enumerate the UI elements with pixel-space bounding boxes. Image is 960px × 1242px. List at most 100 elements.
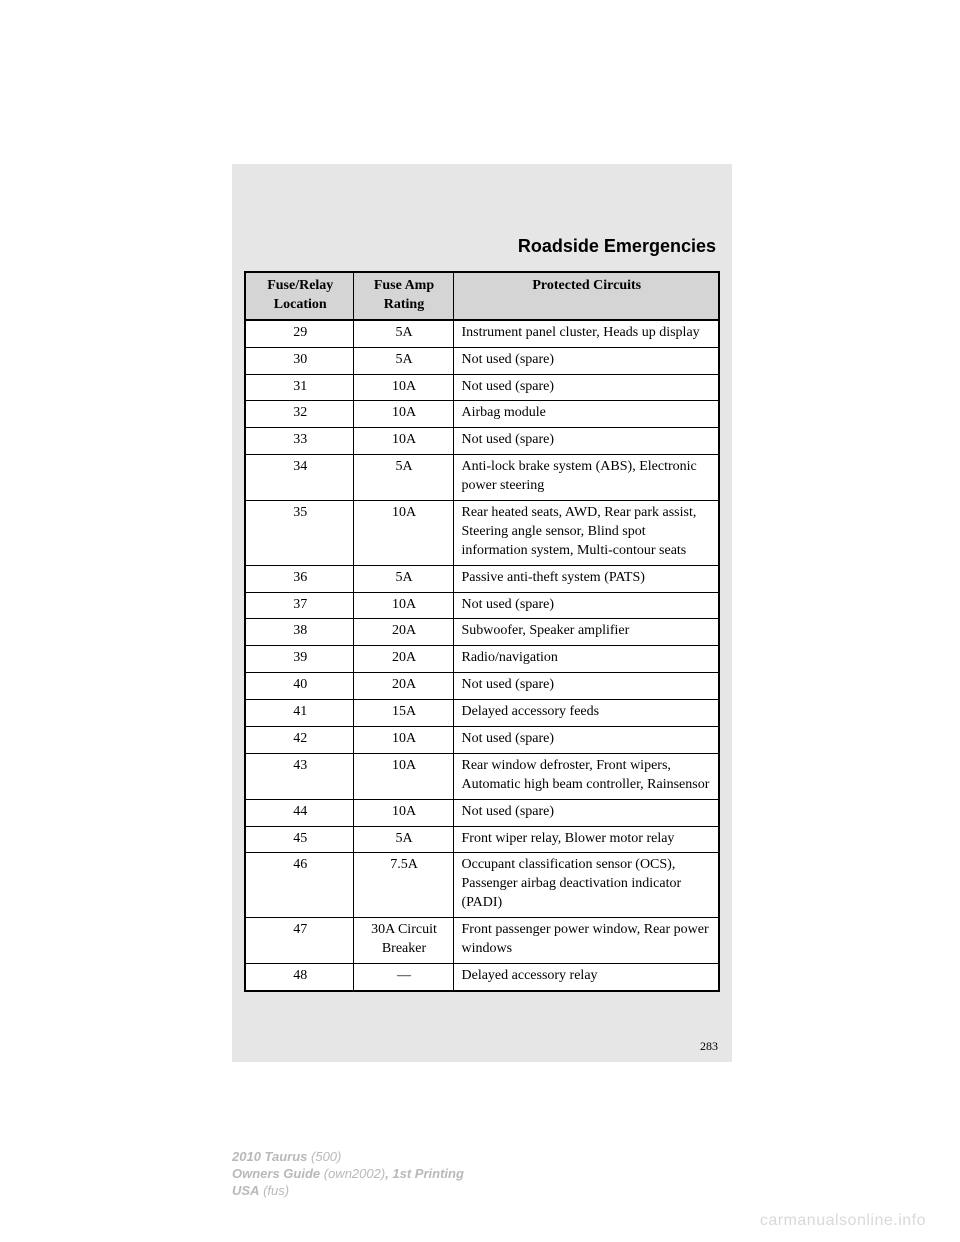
table-row: 295AInstrument panel cluster, Heads up d…: [245, 320, 719, 347]
cell-circuits: Not used (spare): [453, 374, 719, 401]
cell-amp: 5A: [353, 347, 453, 374]
table-header-row: Fuse/Relay Location Fuse Amp Rating Prot…: [245, 272, 719, 320]
page-band: Roadside Emergencies Fuse/Relay Location…: [232, 164, 732, 1062]
footer-region: USA: [232, 1183, 259, 1198]
cell-location: 29: [245, 320, 353, 347]
watermark: carmanualsonline.info: [760, 1212, 926, 1230]
cell-location: 42: [245, 727, 353, 754]
cell-circuits: Radio/navigation: [453, 646, 719, 673]
cell-location: 41: [245, 700, 353, 727]
cell-circuits: Occupant classification sensor (OCS), Pa…: [453, 853, 719, 918]
cell-location: 34: [245, 455, 353, 501]
footer-line-2: Owners Guide (own2002), 1st Printing: [232, 1166, 732, 1183]
cell-circuits: Delayed accessory relay: [453, 963, 719, 990]
page-content: Roadside Emergencies Fuse/Relay Location…: [232, 236, 732, 992]
cell-location: 36: [245, 565, 353, 592]
table-row: 3310ANot used (spare): [245, 428, 719, 455]
footer-line-1: 2010 Taurus (500): [232, 1149, 732, 1166]
table-row: 4410ANot used (spare): [245, 799, 719, 826]
cell-circuits: Not used (spare): [453, 727, 719, 754]
cell-amp: 5A: [353, 455, 453, 501]
cell-circuits: Not used (spare): [453, 347, 719, 374]
cell-circuits: Airbag module: [453, 401, 719, 428]
footer-line-3: USA (fus): [232, 1183, 732, 1200]
cell-circuits: Front wiper relay, Blower motor relay: [453, 826, 719, 853]
cell-circuits: Anti-lock brake system (ABS), Electronic…: [453, 455, 719, 501]
cell-location: 43: [245, 753, 353, 799]
cell-location: 37: [245, 592, 353, 619]
section-title: Roadside Emergencies: [244, 236, 720, 257]
cell-amp: 20A: [353, 646, 453, 673]
table-row: 4020ANot used (spare): [245, 673, 719, 700]
cell-amp: 10A: [353, 727, 453, 754]
table-row: 3710ANot used (spare): [245, 592, 719, 619]
cell-location: 40: [245, 673, 353, 700]
table-row: 3510ARear heated seats, AWD, Rear park a…: [245, 501, 719, 566]
cell-amp: 20A: [353, 673, 453, 700]
cell-amp: 10A: [353, 401, 453, 428]
cell-circuits: Front passenger power window, Rear power…: [453, 918, 719, 964]
cell-location: 32: [245, 401, 353, 428]
cell-circuits: Not used (spare): [453, 592, 719, 619]
table-row: 3210AAirbag module: [245, 401, 719, 428]
col-header-location: Fuse/Relay Location: [245, 272, 353, 320]
cell-location: 47: [245, 918, 353, 964]
cell-circuits: Rear heated seats, AWD, Rear park assist…: [453, 501, 719, 566]
footer-guide-code: (own2002): [320, 1166, 385, 1181]
table-row: 365APassive anti-theft system (PATS): [245, 565, 719, 592]
cell-circuits: Passive anti-theft system (PATS): [453, 565, 719, 592]
cell-amp: 10A: [353, 592, 453, 619]
cell-location: 30: [245, 347, 353, 374]
cell-amp: 10A: [353, 374, 453, 401]
cell-amp: 5A: [353, 320, 453, 347]
cell-circuits: Not used (spare): [453, 799, 719, 826]
footer-printing: , 1st Printing: [385, 1166, 464, 1181]
cell-circuits: Subwoofer, Speaker amplifier: [453, 619, 719, 646]
table-row: 4210ANot used (spare): [245, 727, 719, 754]
cell-amp: —: [353, 963, 453, 990]
cell-amp: 15A: [353, 700, 453, 727]
footer-region-code: (fus): [259, 1183, 289, 1198]
cell-circuits: Not used (spare): [453, 428, 719, 455]
cell-location: 48: [245, 963, 353, 990]
table-row: 4310ARear window defroster, Front wipers…: [245, 753, 719, 799]
cell-location: 39: [245, 646, 353, 673]
cell-circuits: Instrument panel cluster, Heads up displ…: [453, 320, 719, 347]
table-row: 467.5AOccupant classification sensor (OC…: [245, 853, 719, 918]
cell-location: 45: [245, 826, 353, 853]
cell-amp: 7.5A: [353, 853, 453, 918]
fuse-table: Fuse/Relay Location Fuse Amp Rating Prot…: [244, 271, 720, 992]
footer-model-code: (500): [307, 1149, 341, 1164]
table-row: 3920ARadio/navigation: [245, 646, 719, 673]
cell-amp: 20A: [353, 619, 453, 646]
cell-circuits: Not used (spare): [453, 673, 719, 700]
footer-model: 2010 Taurus: [232, 1149, 307, 1164]
table-row: 345AAnti-lock brake system (ABS), Electr…: [245, 455, 719, 501]
table-row: 48—Delayed accessory relay: [245, 963, 719, 990]
table-row: 3820ASubwoofer, Speaker amplifier: [245, 619, 719, 646]
cell-amp: 5A: [353, 826, 453, 853]
cell-location: 33: [245, 428, 353, 455]
cell-location: 31: [245, 374, 353, 401]
table-row: 455AFront wiper relay, Blower motor rela…: [245, 826, 719, 853]
cell-location: 46: [245, 853, 353, 918]
col-header-amp: Fuse Amp Rating: [353, 272, 453, 320]
cell-circuits: Rear window defroster, Front wipers, Aut…: [453, 753, 719, 799]
cell-location: 44: [245, 799, 353, 826]
cell-location: 35: [245, 501, 353, 566]
col-header-circuits: Protected Circuits: [453, 272, 719, 320]
footer: 2010 Taurus (500) Owners Guide (own2002)…: [232, 1149, 732, 1200]
table-row: 4730A Circuit BreakerFront passenger pow…: [245, 918, 719, 964]
table-row: 305ANot used (spare): [245, 347, 719, 374]
cell-circuits: Delayed accessory feeds: [453, 700, 719, 727]
cell-amp: 10A: [353, 753, 453, 799]
cell-amp: 30A Circuit Breaker: [353, 918, 453, 964]
page-number: 283: [700, 1039, 718, 1054]
table-row: 4115ADelayed accessory feeds: [245, 700, 719, 727]
cell-amp: 10A: [353, 799, 453, 826]
cell-location: 38: [245, 619, 353, 646]
cell-amp: 10A: [353, 501, 453, 566]
footer-guide: Owners Guide: [232, 1166, 320, 1181]
cell-amp: 10A: [353, 428, 453, 455]
table-row: 3110ANot used (spare): [245, 374, 719, 401]
